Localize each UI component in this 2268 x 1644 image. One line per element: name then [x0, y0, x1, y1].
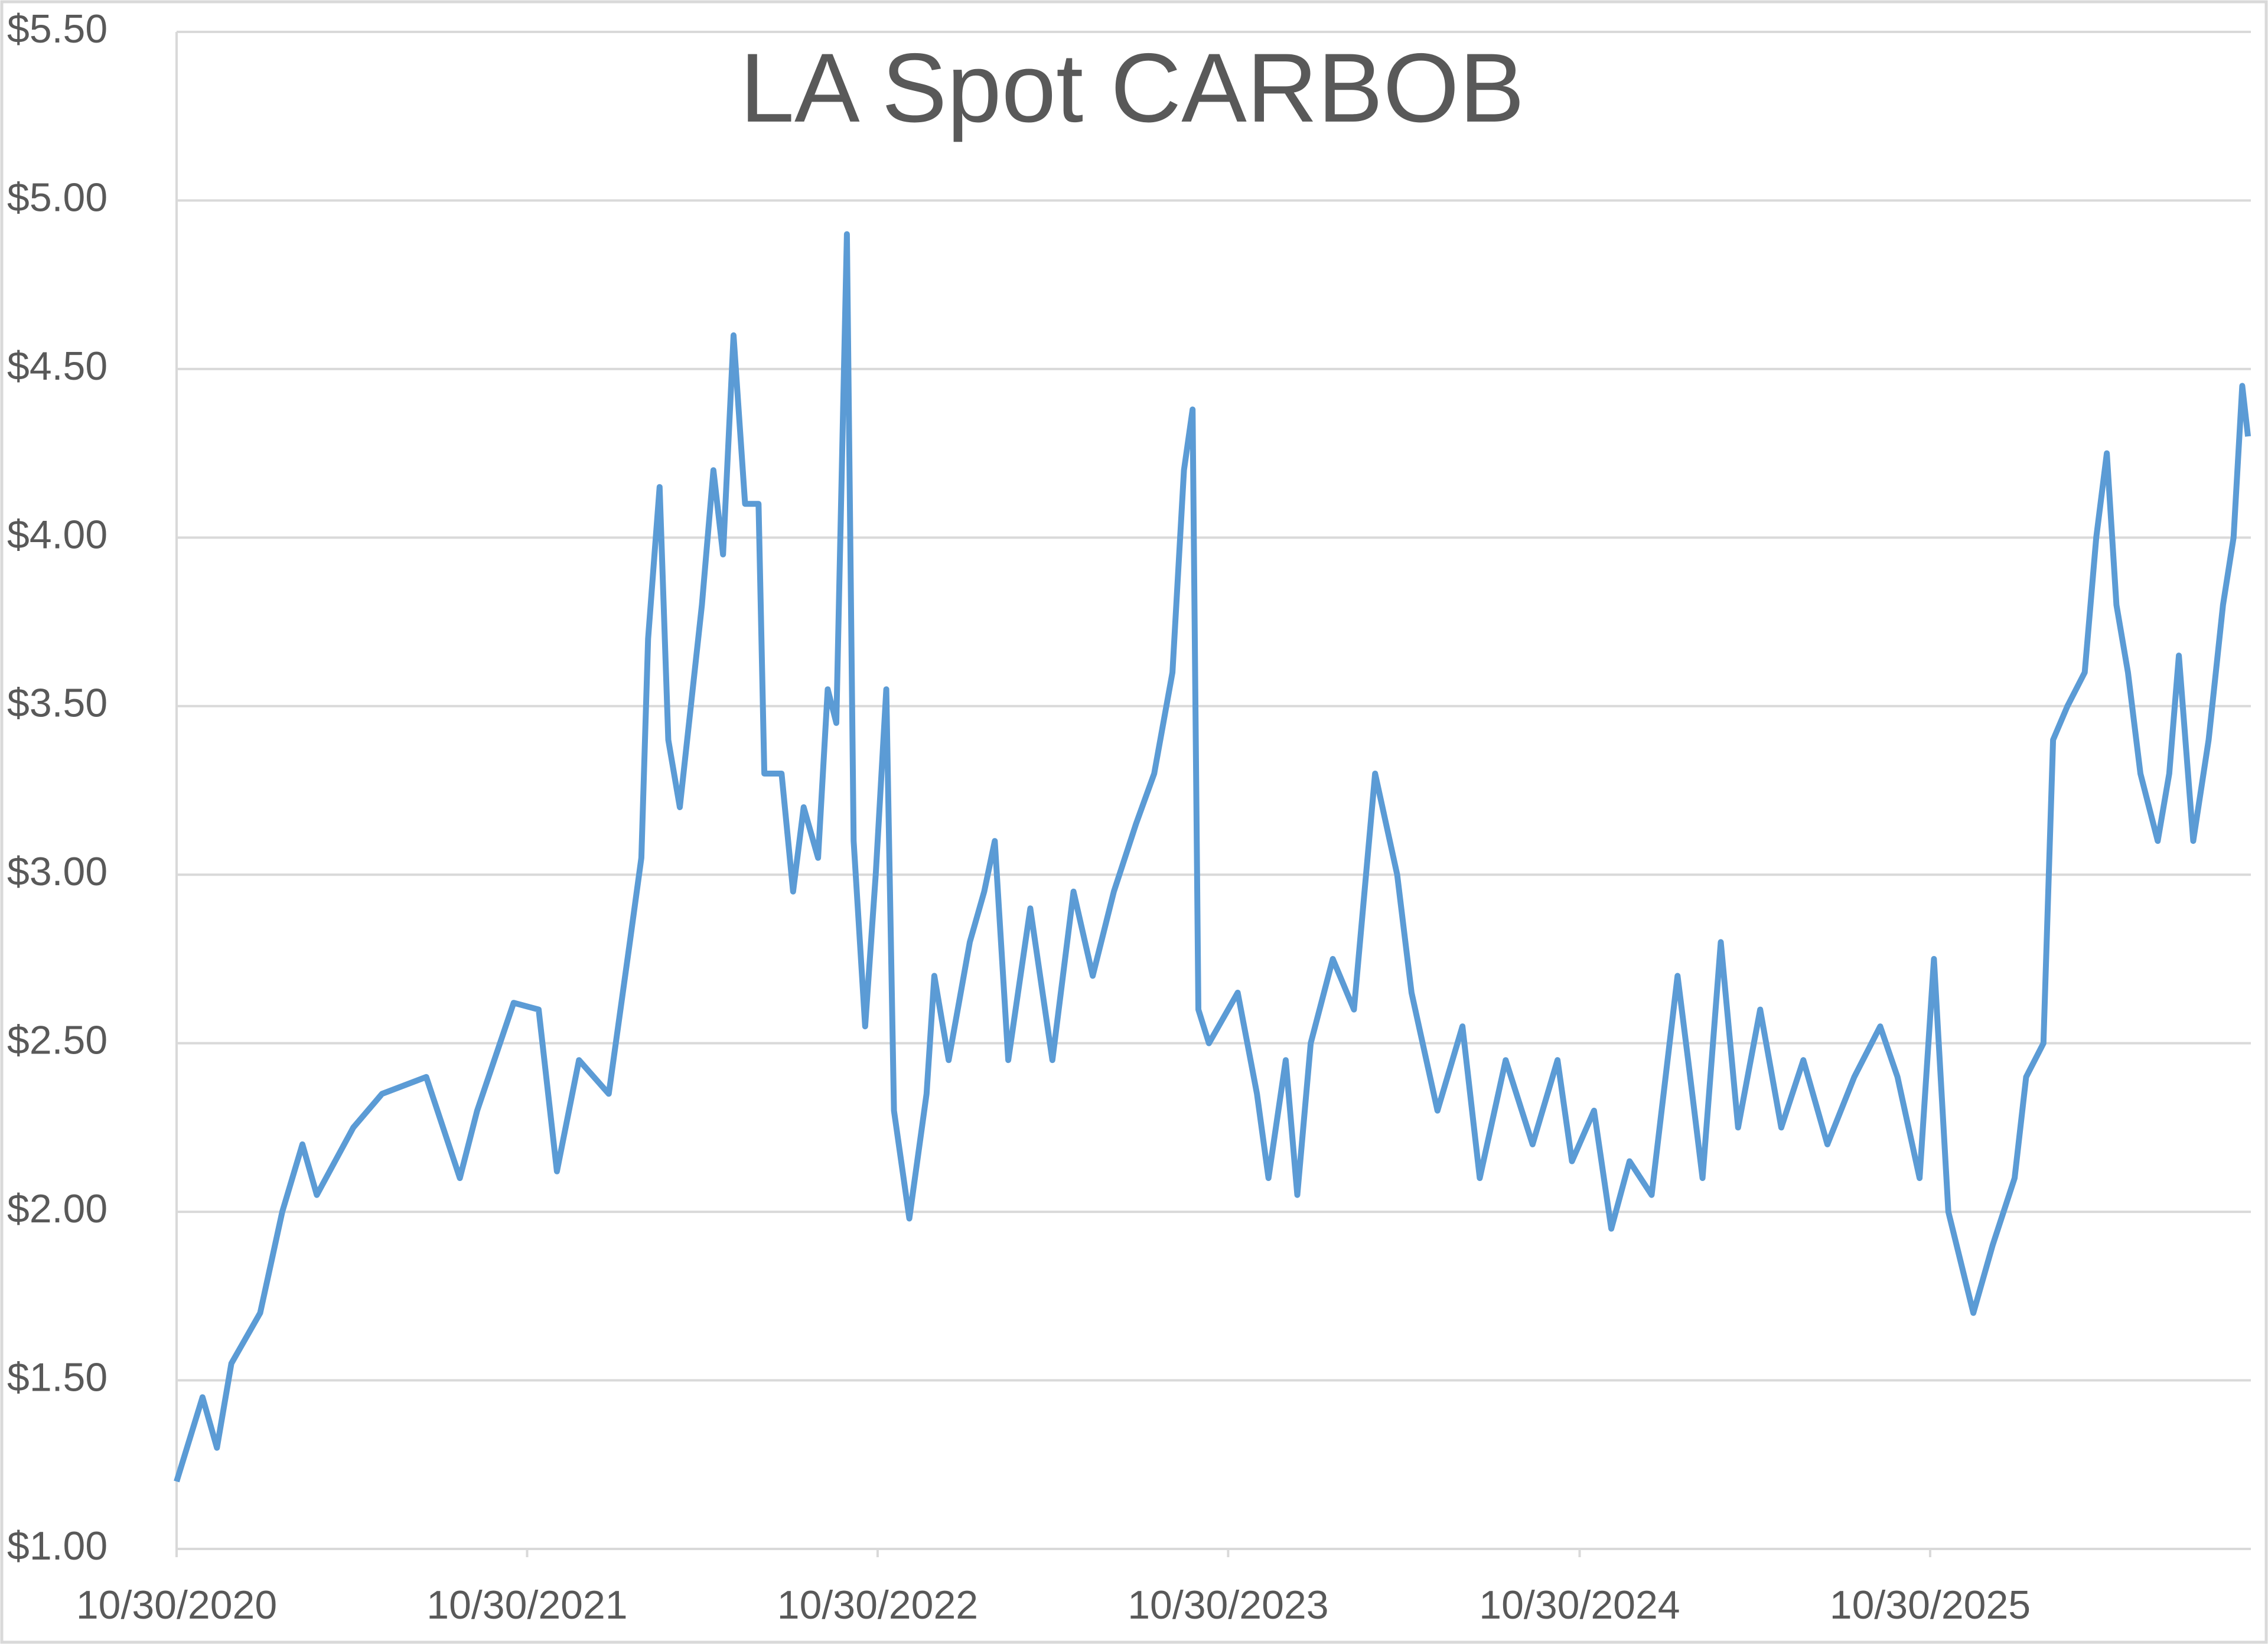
chart-title: LA Spot CARBOB	[740, 34, 1525, 143]
x-tick-label: 10/30/2022	[777, 1583, 978, 1627]
y-tick-label: $1.00	[7, 1524, 107, 1568]
x-tick-label: 10/30/2025	[1830, 1583, 2031, 1627]
y-tick-label: $5.50	[7, 6, 107, 51]
y-tick-label: $1.50	[7, 1355, 107, 1400]
x-tick-label: 10/30/2023	[1128, 1583, 1328, 1627]
y-tick-label: $3.00	[7, 849, 107, 894]
y-tick-label: $4.50	[7, 344, 107, 389]
y-tick-label: $2.50	[7, 1018, 107, 1063]
y-tick-label: $2.00	[7, 1186, 107, 1231]
x-tick-label: 10/30/2021	[426, 1583, 627, 1627]
x-tick-label: 10/30/2020	[76, 1583, 277, 1627]
y-tick-label: $5.00	[7, 175, 107, 220]
line-series	[174, 231, 2251, 1483]
x-tick-label: 10/30/2024	[1479, 1583, 1680, 1627]
y-tick-label: $3.50	[7, 681, 107, 726]
y-tick-label: $4.00	[7, 512, 107, 557]
